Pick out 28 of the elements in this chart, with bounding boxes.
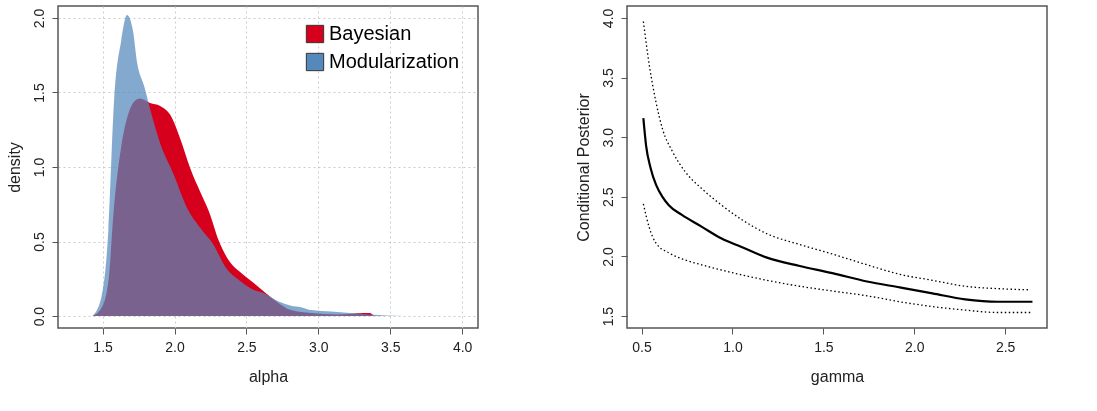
y-tick-label: 2.0 bbox=[30, 8, 47, 29]
x-tick-label: 3.5 bbox=[381, 338, 401, 355]
y-tick-label: 1.5 bbox=[599, 306, 616, 327]
y-tick-label: 1.0 bbox=[30, 157, 47, 178]
x-axis-title: alpha bbox=[248, 367, 289, 385]
y-tick-label: 2.0 bbox=[599, 247, 616, 267]
y-tick-label: 1.5 bbox=[30, 83, 47, 103]
legend-label: Modularization bbox=[329, 50, 460, 72]
legend-label: Bayesian bbox=[329, 22, 412, 44]
x-axis-title: gamma bbox=[810, 367, 865, 385]
y-tick-label: 0.5 bbox=[30, 232, 47, 252]
x-tick-label: 0.5 bbox=[632, 338, 652, 355]
x-tick-label: 4.0 bbox=[452, 338, 473, 355]
x-tick-label: 1.5 bbox=[93, 338, 114, 355]
y-axis-title: density bbox=[5, 142, 23, 193]
y-tick-label: 3.5 bbox=[599, 68, 616, 88]
y-tick-label: 3.0 bbox=[599, 127, 616, 148]
x-tick-label: 1.5 bbox=[814, 338, 834, 355]
y-tick-label: 4.0 bbox=[599, 8, 616, 29]
x-tick-label: 2.5 bbox=[237, 338, 257, 355]
x-tick-label: 2.5 bbox=[995, 338, 1016, 355]
x-tick-label: 2.0 bbox=[905, 338, 925, 355]
y-axis-title: Conditional Posterior bbox=[574, 92, 592, 242]
x-tick-label: 2.0 bbox=[165, 338, 185, 355]
y-tick-label: 0.0 bbox=[30, 306, 47, 327]
y-tick-label: 2.5 bbox=[599, 187, 616, 208]
x-tick-label: 1.0 bbox=[723, 338, 743, 355]
x-tick-label: 3.0 bbox=[309, 338, 329, 355]
